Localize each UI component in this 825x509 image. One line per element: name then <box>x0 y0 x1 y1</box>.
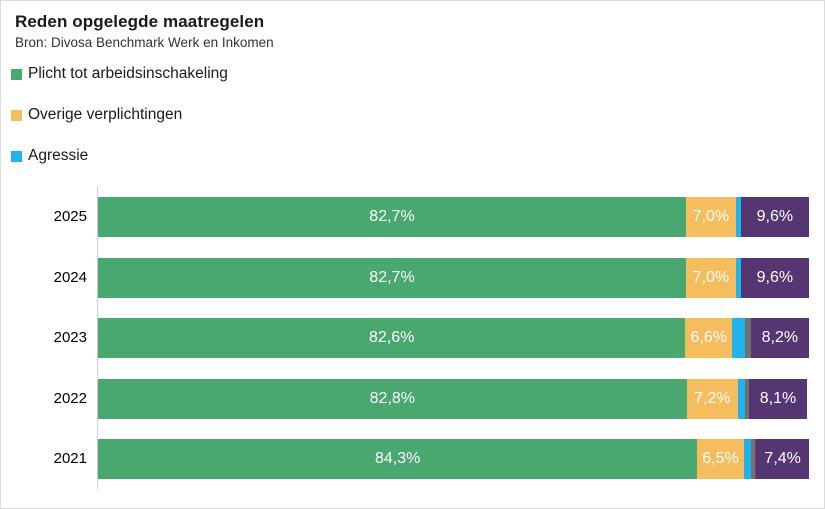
bar-row: 2021 84,3% 6,5% 7,4% <box>54 439 809 479</box>
bar-segment-unlabeled-red <box>748 378 750 419</box>
bar-segment-label: 9,6% <box>756 208 794 225</box>
year-label: 2021 <box>53 450 87 467</box>
bar-segment-unlabeled-purple: 9,6% <box>740 197 809 237</box>
legend-item-agressie: Agressie <box>11 147 88 165</box>
bar-row: 2022 82,8% 7,2% 8,1% <box>54 378 807 419</box>
bar-segment-unlabeled-purple: 8,1% <box>749 378 807 419</box>
bar-segment-agressie <box>732 318 745 358</box>
bar-segment-label: 6,6% <box>690 329 727 346</box>
bar-segment-label: 9,6% <box>756 268 794 286</box>
stacked-bar: 82,7% 7,0% 9,6% <box>98 197 809 237</box>
bar-segment-agressie <box>735 197 741 237</box>
bar-segment-label: 82,7% <box>369 208 415 225</box>
legend-item-plicht-tot-arbeidsinschakeling: Plicht tot arbeidsinschakeling <box>11 65 228 83</box>
bar-row: 2023 82,6% 6,6% 8,2% <box>54 318 809 358</box>
year-label: 2024 <box>53 268 87 286</box>
bar-segment-label: 7,2% <box>694 389 731 407</box>
bar-segment-overige-verplichtingen: 6,5% <box>697 439 744 479</box>
legend-swatch-overige-icon <box>11 109 22 121</box>
bar-segment-unlabeled-gray <box>745 318 751 358</box>
year-label: 2025 <box>53 208 87 225</box>
legend-swatch-agressie-icon <box>11 150 22 162</box>
bar-segment-label: 8,2% <box>761 329 799 346</box>
legend-label: Plicht tot arbeidsinschakeling <box>28 65 228 82</box>
legend-label: Overige verplichtingen <box>28 106 183 123</box>
bar-segment-agressie <box>735 257 741 298</box>
bar-segment-unlabeled-red <box>754 439 757 479</box>
bar-segment-agressie <box>743 439 751 479</box>
chart-title: Reden opgelegde maatregelen <box>15 12 265 31</box>
bar-segment-label: 7,4% <box>764 450 801 467</box>
bar-segment-overige-verplichtingen: 7,0% <box>685 257 736 298</box>
bar-row: 2025 82,7% 7,0% 9,6% <box>54 197 809 237</box>
bar-segment-unlabeled-gray <box>750 439 755 479</box>
stacked-bar: 82,7% 7,0% 9,6% <box>98 257 809 298</box>
bar-segment-agressie <box>737 378 745 419</box>
bar-segment-plicht-tot-arbeidsinschakeling: 82,7% <box>98 197 686 237</box>
legend-swatch-plicht-icon <box>11 68 22 80</box>
bar-segment-label: 82,6% <box>368 329 415 346</box>
bar-segment-label: 82,8% <box>369 389 416 407</box>
bar-segment-plicht-tot-arbeidsinschakeling: 82,7% <box>98 257 686 298</box>
bar-segment-label: 7,0% <box>692 268 730 286</box>
bar-segment-label: 6,5% <box>702 450 739 467</box>
bar-segment-overige-verplichtingen: 7,2% <box>686 378 738 419</box>
bar-segment-label: 84,3% <box>374 450 421 467</box>
bar-segment-overige-verplichtingen: 7,0% <box>685 197 736 237</box>
year-label: 2022 <box>53 389 87 407</box>
stacked-bar: 84,3% 6,5% 7,4% <box>98 439 809 479</box>
bar-row: 2024 82,7% 7,0% 9,6% <box>54 257 809 298</box>
bar-segment-plicht-tot-arbeidsinschakeling: 84,3% <box>98 439 698 479</box>
bar-segment-unlabeled-purple: 7,4% <box>756 439 809 479</box>
bar-segment-label: 82,7% <box>369 268 415 286</box>
bar-segment-plicht-tot-arbeidsinschakeling: 82,6% <box>98 318 686 358</box>
legend-label: Agressie <box>28 147 89 164</box>
bar-segment-label: 8,1% <box>759 389 797 407</box>
year-label: 2023 <box>53 329 87 346</box>
bar-segment-unlabeled-purple: 9,6% <box>740 257 809 298</box>
bar-segment-unlabeled-gray <box>745 378 749 419</box>
legend-item-overige-verplichtingen: Overige verplichtingen <box>11 106 182 124</box>
stacked-bar: 82,6% 6,6% 8,2% <box>98 318 809 358</box>
bar-segment-overige-verplichtingen: 6,6% <box>685 318 733 358</box>
stacked-bar: 82,8% 7,2% 8,1% <box>98 378 807 419</box>
bar-segment-label: 7,0% <box>692 208 730 225</box>
bar-segment-plicht-tot-arbeidsinschakeling: 82,8% <box>98 378 687 419</box>
chart-source: Bron: Divosa Benchmark Werk en Inkomen <box>15 35 274 50</box>
y-axis-line <box>97 186 98 489</box>
plot-area: 2025 82,7% 7,0% 9,6% 2024 82,7% 7,0% 9,6% 2023 82… <box>54 186 809 489</box>
bar-segment-unlabeled-purple: 8,2% <box>750 318 809 358</box>
